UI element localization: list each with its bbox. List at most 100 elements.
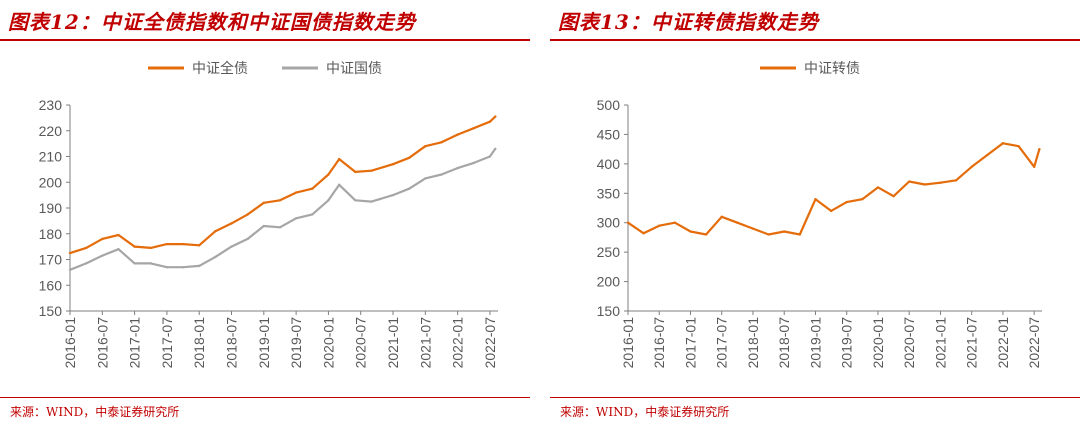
data-point xyxy=(751,227,755,230)
data-point xyxy=(84,262,88,265)
data-point xyxy=(311,213,314,216)
data-point xyxy=(424,177,427,180)
data-point xyxy=(117,233,120,237)
y-tick-label: 250 xyxy=(597,244,621,260)
data-point xyxy=(472,126,475,130)
data-point xyxy=(407,187,411,190)
series-line-0 xyxy=(627,142,1041,236)
x-tick-label: 2018-07 xyxy=(224,317,240,369)
data-point xyxy=(101,254,104,257)
chart-title: 图表13：中证转债指数走势 xyxy=(558,10,819,34)
data-point xyxy=(783,230,786,233)
data-point xyxy=(230,245,233,248)
data-point xyxy=(440,141,443,144)
data-point xyxy=(354,170,357,174)
data-point xyxy=(720,215,723,219)
data-point xyxy=(337,157,341,161)
x-tick-label: 2018-01 xyxy=(745,317,761,369)
x-tick-label: 2021-07 xyxy=(964,317,980,369)
data-point xyxy=(370,169,373,172)
data-point xyxy=(246,213,249,216)
y-tick-label: 210 xyxy=(39,149,63,165)
data-point xyxy=(472,161,475,165)
data-point xyxy=(230,222,233,225)
data-point xyxy=(1017,145,1020,148)
x-tick-label: 2018-01 xyxy=(191,317,207,369)
data-point xyxy=(370,200,373,203)
y-tick-label: 160 xyxy=(39,277,63,293)
data-point xyxy=(198,264,201,268)
x-tick-label: 2017-01 xyxy=(682,317,698,369)
data-point xyxy=(68,251,72,255)
title-divider xyxy=(0,39,530,41)
data-point xyxy=(278,199,282,202)
data-point xyxy=(767,233,770,236)
data-point xyxy=(327,173,330,176)
data-point xyxy=(214,255,217,259)
chart-title: 图表12：中证全债指数和中证国债指数走势 xyxy=(8,10,416,34)
data-point xyxy=(262,224,266,228)
data-point xyxy=(133,245,136,248)
x-tick-label: 2020-01 xyxy=(870,317,886,369)
chart-panel-bond-index: 图表12：中证全债指数和中证国债指数走势 150 160 170 180 190 200 2… xyxy=(0,0,530,425)
source-divider xyxy=(0,397,530,398)
data-point xyxy=(861,197,864,201)
y-tick-label: 200 xyxy=(39,174,63,190)
x-tick-label: 2020-07 xyxy=(353,317,369,369)
data-point xyxy=(407,156,411,159)
data-point xyxy=(494,147,497,150)
data-point xyxy=(954,179,958,182)
title-divider xyxy=(550,39,1080,41)
legend-label: 中证全债 xyxy=(192,60,248,77)
y-tick-label: 150 xyxy=(597,303,621,319)
chart-convertible-index: 150 200 250 300 350 400 450 500 2016-01 2016-07 20… xyxy=(597,61,1043,369)
data-point xyxy=(149,262,152,265)
x-tick-label: 2017-07 xyxy=(714,317,730,369)
data-point xyxy=(165,242,169,246)
data-point xyxy=(278,226,282,229)
data-point xyxy=(262,201,266,205)
data-point xyxy=(986,153,989,157)
data-point xyxy=(327,199,330,202)
data-point xyxy=(626,221,630,224)
y-tick-label: 350 xyxy=(597,185,621,201)
source-note: 来源：WIND，中泰证券研究所 xyxy=(10,405,180,419)
x-tick-label: 2020-07 xyxy=(901,317,917,369)
data-point xyxy=(814,197,817,201)
x-tick-label: 2021-01 xyxy=(385,317,401,369)
y-tick-label: 200 xyxy=(597,274,621,290)
data-point xyxy=(970,165,973,168)
data-point xyxy=(440,173,443,176)
data-point xyxy=(337,183,341,187)
source-divider xyxy=(550,397,1080,398)
x-tick-label: 2016-01 xyxy=(62,317,78,369)
x-tick-label: 2021-01 xyxy=(932,317,948,369)
data-point xyxy=(214,229,217,233)
x-tick-label: 2020-01 xyxy=(320,317,336,369)
y-tick-label: 450 xyxy=(597,126,621,142)
data-point xyxy=(923,183,927,186)
data-point xyxy=(391,163,395,166)
data-point xyxy=(117,248,120,251)
x-tick-label: 2019-01 xyxy=(807,317,823,369)
data-point xyxy=(642,232,645,235)
data-point xyxy=(1001,142,1005,145)
y-tick-label: 500 xyxy=(597,97,621,113)
x-tick-label: 2019-07 xyxy=(839,317,855,369)
y-tick-label: 230 xyxy=(39,97,63,113)
data-point xyxy=(892,195,895,198)
y-tick-label: 170 xyxy=(39,252,63,268)
x-tick-label: 2018-07 xyxy=(776,317,792,369)
data-point xyxy=(165,266,169,269)
x-tick-label: 2016-07 xyxy=(94,317,110,369)
legend-label: 中证国债 xyxy=(326,61,382,77)
x-tick-label: 2016-07 xyxy=(651,317,667,369)
x-tick-label: 2016-01 xyxy=(620,317,636,369)
y-tick-label: 190 xyxy=(39,200,63,216)
data-point xyxy=(311,187,314,190)
chart-bond-index: 150 160 170 180 190 200 210 220 230 2016-01 2016-0… xyxy=(39,60,498,369)
source-note: 来源：WIND，中泰证券研究所 xyxy=(560,405,730,419)
y-tick-label: 400 xyxy=(597,156,621,172)
data-point xyxy=(101,237,104,241)
data-point xyxy=(876,186,880,189)
